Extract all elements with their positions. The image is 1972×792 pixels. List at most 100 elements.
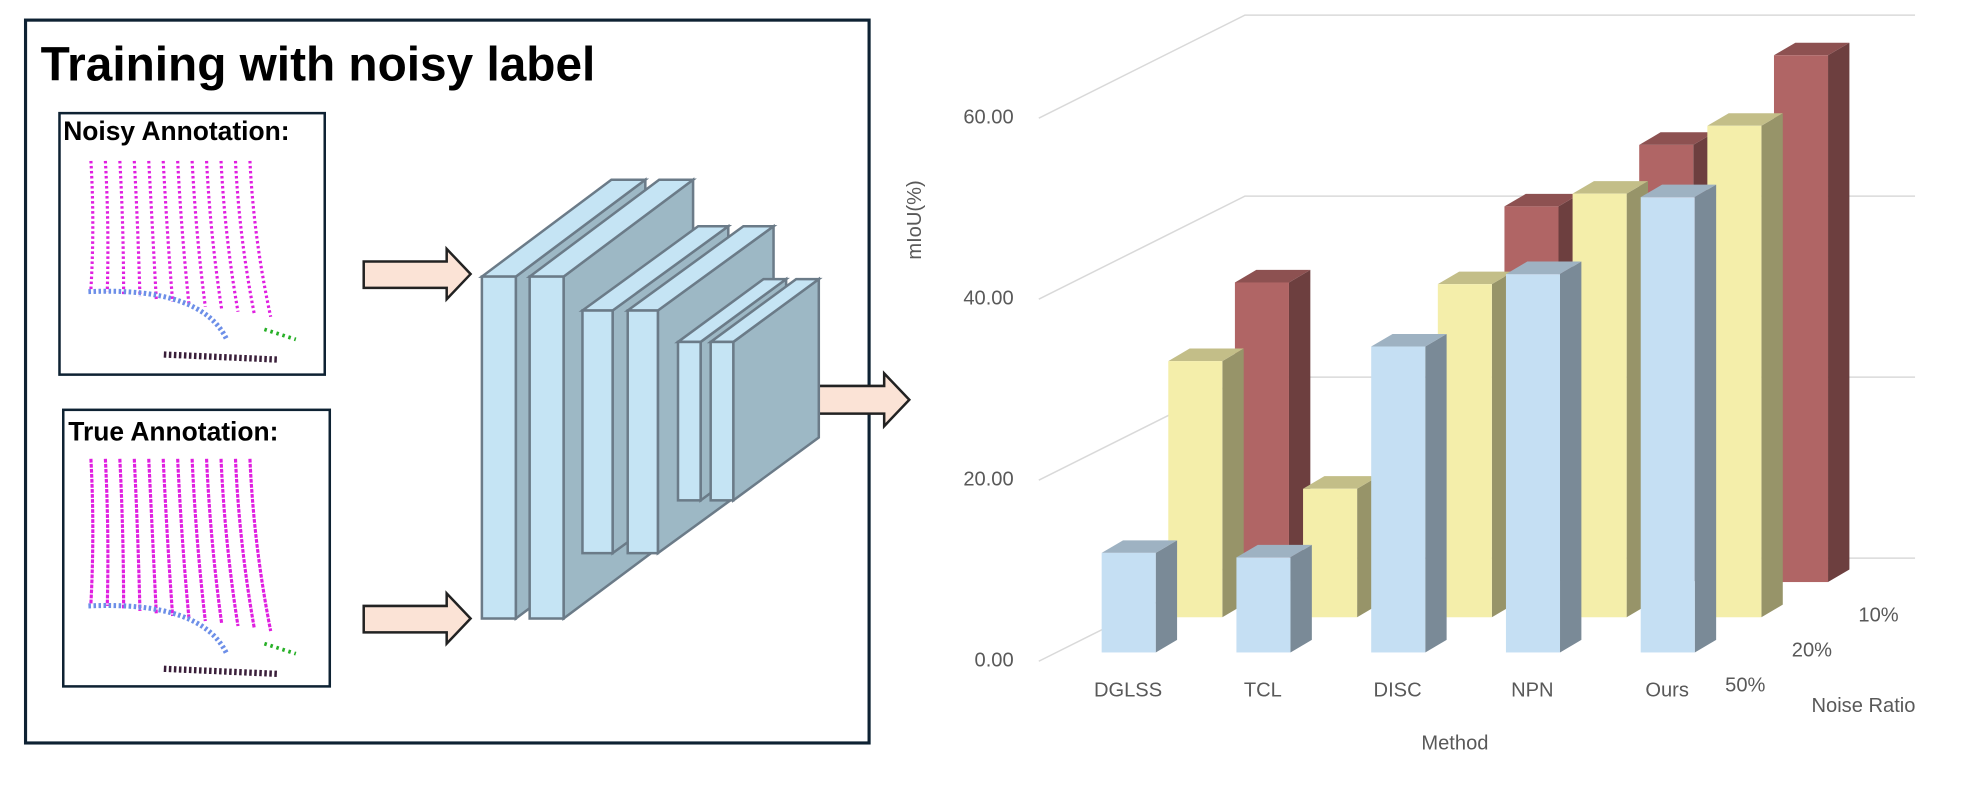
y-tick-label: 40.00 [963, 288, 1013, 310]
scan-line [161, 458, 175, 617]
bar-front [1303, 488, 1358, 618]
bar-top [1234, 269, 1311, 283]
bar-front [1371, 346, 1426, 653]
scan-line [233, 458, 256, 629]
block-front [626, 309, 660, 555]
block-front [480, 275, 518, 620]
scan-line [103, 160, 110, 292]
scan-line [263, 641, 297, 656]
bar-front [1168, 361, 1223, 618]
legend-label: 10% [1858, 604, 1898, 626]
x-axis-label: Method [1421, 733, 1488, 755]
grid-line [1038, 14, 1916, 119]
diagram-title: Training with noisy label [41, 39, 596, 92]
bar-top [1236, 544, 1312, 558]
bar [1773, 42, 1850, 583]
bar-top [1640, 184, 1717, 198]
legend-label: 20% [1792, 640, 1832, 662]
true-box [62, 408, 332, 688]
y-tick-label: 20.00 [963, 469, 1013, 491]
bar [1236, 544, 1312, 653]
bar-front [1572, 193, 1627, 618]
block-front [709, 340, 735, 502]
scan-line [89, 458, 95, 604]
scan-line [190, 458, 207, 622]
bar-side [1425, 333, 1447, 653]
scan-line [103, 458, 110, 606]
scan-line [163, 665, 278, 677]
arrow [362, 590, 473, 647]
scan-line [88, 602, 229, 655]
x-tick-label: TCL [1244, 680, 1282, 702]
bar [1303, 476, 1379, 618]
bar [1101, 540, 1178, 653]
bar [1572, 181, 1649, 618]
chart: mIoU(%) Method Noise Ratio 0.00 20.00 40.0… [904, 14, 1916, 755]
z-axis-label: Noise Ratio [1812, 695, 1916, 717]
scan-line [147, 458, 158, 614]
bar-side [1155, 540, 1178, 653]
bar-top [1504, 193, 1580, 207]
scan-line [132, 458, 142, 612]
bar-top [1303, 476, 1379, 489]
bar [1437, 271, 1514, 618]
bar-top [1371, 333, 1447, 347]
bar-side [1290, 544, 1312, 653]
scan-line [205, 458, 224, 624]
bar-front [1707, 125, 1762, 618]
bar-top [1437, 271, 1514, 285]
scan-line [176, 160, 191, 305]
legend-label: 50% [1725, 675, 1765, 697]
bar-top [1101, 540, 1178, 553]
bar [1168, 348, 1244, 618]
y-tick-label: 0.00 [975, 650, 1014, 672]
bar-side [1828, 42, 1850, 583]
scan-line [132, 160, 142, 297]
block-front [581, 309, 614, 555]
bar-side [1560, 261, 1582, 653]
scan-line [161, 160, 175, 302]
noisy-label: Noisy Annotation: [63, 116, 289, 146]
block-front [676, 340, 702, 502]
scan-line [147, 160, 158, 300]
bar-top [1505, 261, 1582, 275]
bar-front [1101, 552, 1156, 653]
x-tick-label: DISC [1374, 680, 1422, 702]
true-label: True Annotation: [68, 417, 278, 447]
scan-line [233, 160, 256, 315]
bar [1371, 333, 1447, 653]
scan-line [118, 458, 126, 609]
bar-top [1572, 181, 1649, 194]
scan-line [205, 160, 224, 310]
arrow [362, 245, 473, 303]
bar-top [1639, 132, 1715, 145]
scan-line [263, 327, 297, 342]
bar [1234, 269, 1311, 583]
scan-line [219, 160, 240, 313]
diagram: Training with noisy label Noisy Annotati… [23, 18, 912, 745]
bar-front [1236, 557, 1291, 653]
bar [1640, 184, 1717, 653]
x-tick-label: Ours [1645, 680, 1689, 702]
scan-line [118, 160, 126, 295]
bar-side [1694, 184, 1717, 653]
bar-top [1707, 113, 1783, 126]
block-front [528, 275, 565, 620]
scan-line [219, 458, 240, 627]
bar-side [1222, 348, 1244, 618]
x-tick-label: DGLSS [1094, 680, 1162, 702]
bar-top [1773, 42, 1850, 56]
scan-line [248, 458, 273, 632]
bar-top [1168, 348, 1244, 362]
bar [1505, 261, 1582, 653]
scan-line [163, 351, 278, 363]
bar-front [1640, 197, 1695, 653]
y-tick-label: 60.00 [963, 106, 1013, 128]
x-tick-label: NPN [1511, 680, 1553, 702]
y-axis-label: mIoU(%) [904, 180, 926, 259]
scan-line [88, 288, 229, 341]
bar-front [1773, 55, 1829, 583]
noisy-box [58, 111, 327, 376]
bar-front [1437, 284, 1492, 618]
